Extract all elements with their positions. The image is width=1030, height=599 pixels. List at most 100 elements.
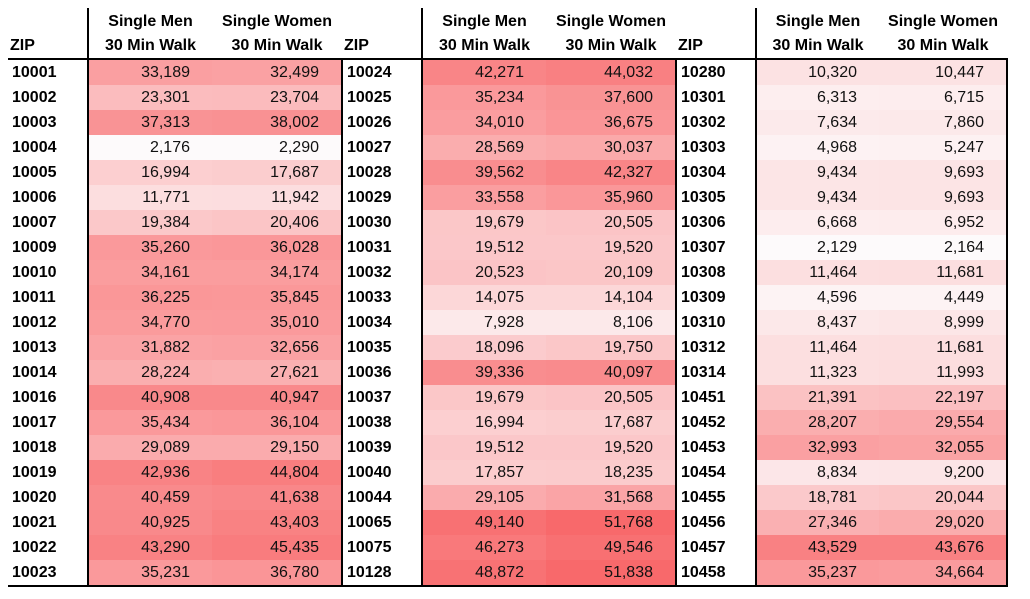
zip-cell[interactable]: 10001 [8,58,88,85]
single-men-cell[interactable]: 11,464 [755,260,879,285]
single-men-cell[interactable]: 34,770 [87,310,212,335]
single-women-cell[interactable]: 11,993 [879,360,1008,385]
single-men-cell[interactable]: 35,237 [755,560,879,587]
single-men-cell[interactable]: 39,336 [421,360,546,385]
zip-cell[interactable]: 10280 [676,58,756,85]
zip-cell[interactable]: 10314 [681,363,726,381]
single-women-cell[interactable]: 36,675 [546,110,677,135]
single-women-cell[interactable]: 9,693 [879,160,1008,185]
single-men-cell[interactable]: 16,994 [421,410,546,435]
single-women-cell[interactable]: 4,449 [879,285,1008,310]
single-men-cell[interactable]: 2,129 [755,235,879,260]
single-men-cell[interactable]: 11,323 [755,360,879,385]
single-women-cell[interactable]: 20,044 [879,485,1008,510]
zip-cell[interactable]: 10020 [12,488,57,506]
zip-cell[interactable]: 10306 [681,213,726,231]
zip-cell[interactable]: 10458 [676,560,756,587]
single-men-cell[interactable]: 36,225 [87,285,212,310]
zip-cell[interactable]: 10128 [342,560,422,587]
single-men-cell[interactable]: 43,290 [87,535,212,560]
zip-cell[interactable]: 10038 [347,413,392,431]
single-women-cell[interactable]: 41,638 [212,485,343,510]
single-men-cell[interactable]: 29,105 [421,485,546,510]
single-men-cell[interactable]: 6,313 [755,85,879,110]
zip-cell[interactable]: 10065 [347,513,392,531]
single-men-cell[interactable]: 31,882 [87,335,212,360]
single-men-cell[interactable]: 4,968 [755,135,879,160]
zip-cell[interactable]: 10025 [347,88,392,106]
zip-cell[interactable]: 10030 [347,213,392,231]
zip-cell[interactable]: 10011 [12,288,56,306]
single-women-cell[interactable]: 5,247 [879,135,1008,160]
single-women-cell[interactable]: 35,960 [546,185,677,210]
zip-cell[interactable]: 10312 [681,338,726,356]
single-women-cell[interactable]: 43,676 [879,535,1008,560]
zip-cell[interactable]: 10004 [12,138,57,156]
zip-column-header[interactable]: ZIP [678,37,703,54]
single-men-column-header[interactable]: Single Men 30 Min Walk [87,8,212,59]
single-women-cell[interactable]: 2,164 [879,235,1008,260]
single-men-cell[interactable]: 48,872 [421,560,546,587]
zip-cell[interactable]: 10456 [681,513,726,531]
single-women-cell[interactable]: 8,999 [879,310,1008,335]
single-women-cell[interactable]: 30,037 [546,135,677,160]
zip-cell[interactable]: 10016 [12,388,57,406]
zip-cell[interactable]: 10022 [12,538,57,556]
single-women-cell[interactable]: 9,693 [879,185,1008,210]
zip-cell[interactable]: 10310 [681,313,726,331]
single-men-cell[interactable]: 19,512 [421,235,546,260]
single-men-cell[interactable]: 19,384 [87,210,212,235]
zip-cell[interactable]: 10454 [681,463,726,481]
single-women-cell[interactable]: 23,704 [212,85,343,110]
zip-column-header[interactable]: ZIP [344,37,369,54]
zip-cell[interactable]: 10017 [12,413,57,431]
single-men-cell[interactable]: 28,207 [755,410,879,435]
single-women-cell[interactable]: 45,435 [212,535,343,560]
single-men-cell[interactable]: 19,679 [421,385,546,410]
single-women-cell[interactable]: 7,860 [879,110,1008,135]
zip-cell[interactable]: 10006 [12,188,57,206]
zip-cell[interactable]: 10027 [347,138,392,156]
zip-cell[interactable]: 10305 [681,188,726,206]
single-women-cell[interactable]: 9,200 [879,460,1008,485]
zip-cell[interactable]: 10019 [12,463,57,481]
single-women-cell[interactable]: 11,942 [212,185,343,210]
zip-cell[interactable]: 10029 [347,188,392,206]
zip-cell[interactable]: 10014 [12,363,57,381]
single-women-cell[interactable]: 17,687 [546,410,677,435]
zip-cell[interactable]: 10013 [12,338,57,356]
single-men-cell[interactable]: 21,391 [755,385,879,410]
single-women-cell[interactable]: 36,104 [212,410,343,435]
single-women-cell[interactable]: 32,499 [212,58,343,85]
single-women-cell[interactable]: 6,952 [879,210,1008,235]
single-women-cell[interactable]: 20,505 [546,385,677,410]
single-women-cell[interactable]: 51,838 [546,560,677,587]
single-men-cell[interactable]: 34,161 [87,260,212,285]
single-women-cell[interactable]: 36,780 [212,560,343,587]
single-women-cell[interactable]: 44,804 [212,460,343,485]
single-men-cell[interactable]: 40,908 [87,385,212,410]
zip-cell[interactable]: 10304 [681,163,726,181]
single-men-cell[interactable]: 37,313 [87,110,212,135]
zip-cell[interactable]: 10010 [12,263,57,281]
single-women-cell[interactable]: 18,235 [546,460,677,485]
single-men-cell[interactable]: 19,512 [421,435,546,460]
zip-cell[interactable]: 10302 [681,113,726,131]
single-men-cell[interactable]: 11,771 [87,185,212,210]
single-women-cell[interactable]: 20,109 [546,260,677,285]
single-women-cell[interactable]: 2,290 [212,135,343,160]
single-men-cell[interactable]: 8,437 [755,310,879,335]
single-women-column-header[interactable]: Single Women 30 Min Walk [879,8,1007,59]
zip-cell[interactable]: 10028 [347,163,392,181]
zip-cell[interactable]: 10075 [347,538,392,556]
single-women-cell[interactable]: 35,845 [212,285,343,310]
zip-cell[interactable]: 10021 [12,513,57,531]
single-men-cell[interactable]: 42,271 [421,58,546,85]
single-men-cell[interactable]: 40,459 [87,485,212,510]
zip-cell[interactable]: 10034 [347,313,392,331]
zip-cell[interactable]: 10018 [12,438,57,456]
single-men-cell[interactable]: 35,434 [87,410,212,435]
zip-cell[interactable]: 10033 [347,288,392,306]
single-men-cell[interactable]: 19,679 [421,210,546,235]
single-women-cell[interactable]: 40,947 [212,385,343,410]
